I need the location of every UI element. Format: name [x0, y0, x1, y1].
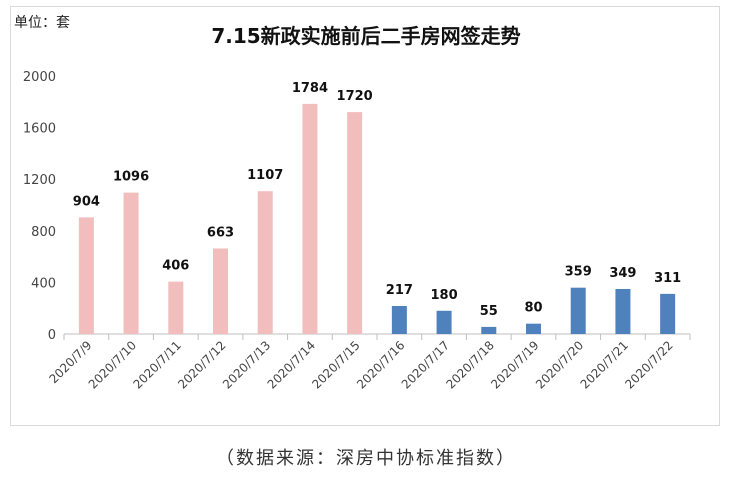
data-label: 1784 [292, 81, 328, 96]
y-tick-label: 2000 [23, 70, 56, 85]
data-label: 406 [162, 259, 189, 274]
bar [481, 326, 497, 334]
bar [436, 310, 452, 334]
bar [257, 191, 273, 334]
data-label: 311 [654, 271, 681, 286]
chart-title: 7.15新政实施前后二手房网签走势 [211, 24, 521, 48]
y-tick-label: 1200 [23, 173, 56, 188]
bar-chart: 04008001200160020009042020/7/910962020/7… [23, 70, 691, 392]
data-label: 1720 [337, 89, 373, 104]
data-label: 80 [524, 301, 542, 316]
data-label: 180 [431, 288, 458, 303]
bar [213, 248, 228, 334]
y-tick-label: 800 [31, 225, 56, 240]
bar [526, 323, 541, 334]
y-tick-label: 0 [48, 328, 56, 343]
data-label: 217 [386, 283, 413, 298]
bar [168, 281, 184, 334]
bar [570, 287, 586, 334]
y-tick-label: 1600 [23, 122, 56, 137]
data-label: 663 [207, 225, 234, 240]
bar [302, 103, 318, 334]
bar [78, 217, 94, 334]
source-note: （数据来源：深房中协标准指数） [216, 448, 516, 469]
data-label: 349 [609, 266, 636, 281]
bar [615, 288, 631, 334]
bar [391, 306, 407, 334]
bar [660, 293, 676, 334]
bar [347, 112, 363, 335]
bar [123, 192, 139, 334]
data-label: 359 [565, 265, 592, 280]
unit-label: 单位：套 [14, 15, 70, 31]
data-label: 55 [480, 304, 498, 319]
data-label: 904 [73, 194, 100, 209]
x-tick-label: 2020/7/22 [622, 338, 675, 391]
y-tick-label: 400 [31, 276, 56, 291]
data-label: 1107 [247, 168, 283, 183]
data-label: 1096 [113, 170, 149, 185]
